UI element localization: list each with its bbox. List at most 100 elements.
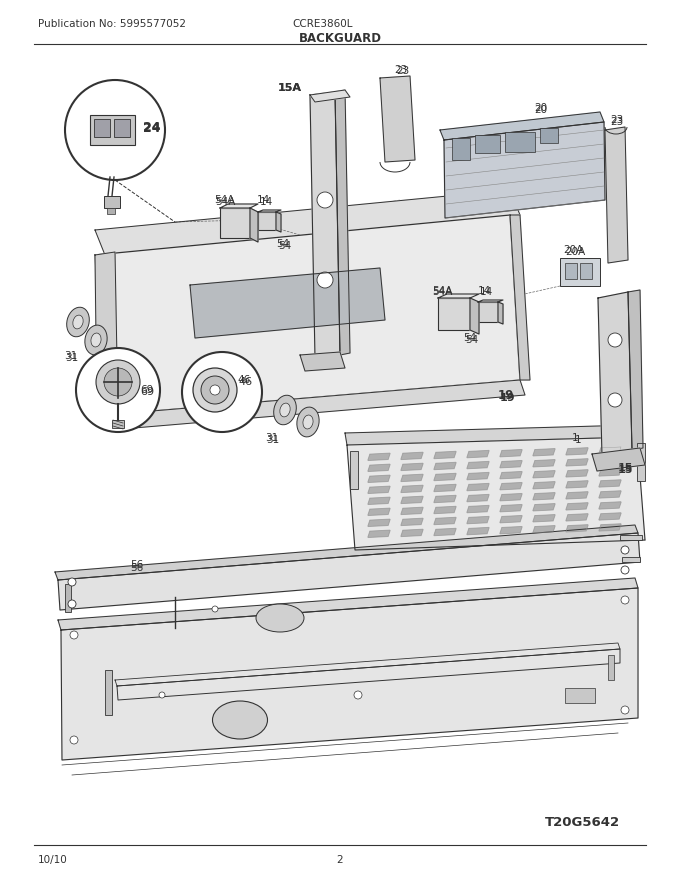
Polygon shape bbox=[115, 643, 620, 686]
Circle shape bbox=[68, 600, 76, 608]
Polygon shape bbox=[95, 215, 520, 415]
Polygon shape bbox=[105, 380, 525, 430]
Polygon shape bbox=[335, 90, 350, 355]
Text: 69: 69 bbox=[140, 387, 154, 397]
Circle shape bbox=[621, 596, 629, 604]
Bar bbox=[505, 132, 535, 152]
Circle shape bbox=[608, 333, 622, 347]
Polygon shape bbox=[58, 533, 640, 610]
Polygon shape bbox=[58, 578, 638, 630]
Circle shape bbox=[210, 385, 220, 395]
Text: 20A: 20A bbox=[563, 245, 583, 255]
Polygon shape bbox=[347, 437, 645, 550]
Circle shape bbox=[159, 692, 165, 698]
Circle shape bbox=[317, 192, 333, 208]
Text: 15: 15 bbox=[618, 465, 633, 475]
Text: 24: 24 bbox=[143, 121, 160, 134]
Bar bbox=[620, 535, 642, 540]
Ellipse shape bbox=[273, 395, 296, 425]
Text: 14: 14 bbox=[480, 287, 493, 297]
Polygon shape bbox=[368, 531, 390, 538]
Text: 10/10: 10/10 bbox=[38, 855, 68, 865]
Ellipse shape bbox=[280, 403, 290, 417]
Polygon shape bbox=[500, 482, 522, 489]
Text: 23: 23 bbox=[610, 115, 624, 125]
Bar bbox=[90, 115, 135, 145]
Polygon shape bbox=[599, 469, 621, 476]
Text: 54A: 54A bbox=[214, 195, 235, 205]
Ellipse shape bbox=[67, 307, 89, 337]
Text: 23: 23 bbox=[610, 117, 624, 127]
Bar bbox=[608, 655, 614, 680]
Bar bbox=[107, 208, 115, 214]
Polygon shape bbox=[533, 525, 555, 532]
Polygon shape bbox=[533, 459, 555, 466]
Text: 23: 23 bbox=[396, 66, 409, 76]
Polygon shape bbox=[467, 484, 489, 490]
Bar bbox=[94, 119, 110, 137]
Polygon shape bbox=[95, 190, 520, 255]
Polygon shape bbox=[190, 268, 385, 338]
Text: 56: 56 bbox=[130, 560, 143, 570]
Polygon shape bbox=[250, 208, 258, 242]
Polygon shape bbox=[401, 474, 423, 481]
Polygon shape bbox=[95, 255, 113, 415]
Ellipse shape bbox=[85, 325, 107, 355]
Polygon shape bbox=[533, 471, 555, 478]
Polygon shape bbox=[467, 473, 489, 480]
Text: 46: 46 bbox=[237, 375, 250, 385]
Circle shape bbox=[317, 272, 333, 288]
Polygon shape bbox=[368, 497, 390, 504]
Polygon shape bbox=[401, 486, 423, 493]
Polygon shape bbox=[566, 470, 588, 477]
Polygon shape bbox=[605, 127, 628, 263]
Bar bbox=[65, 584, 71, 612]
Text: 31: 31 bbox=[65, 353, 78, 363]
Circle shape bbox=[96, 360, 140, 404]
Polygon shape bbox=[444, 122, 605, 218]
Bar bbox=[560, 258, 600, 286]
Polygon shape bbox=[434, 485, 456, 492]
Polygon shape bbox=[380, 76, 415, 162]
Circle shape bbox=[212, 606, 218, 612]
Ellipse shape bbox=[256, 604, 304, 632]
Polygon shape bbox=[599, 502, 621, 509]
Bar bbox=[475, 135, 500, 153]
Circle shape bbox=[65, 80, 165, 180]
Text: 15A: 15A bbox=[278, 83, 302, 93]
Text: 14: 14 bbox=[257, 195, 270, 205]
Polygon shape bbox=[220, 204, 258, 208]
Polygon shape bbox=[500, 494, 522, 501]
Polygon shape bbox=[401, 508, 423, 515]
Text: 54: 54 bbox=[276, 239, 289, 249]
Polygon shape bbox=[368, 509, 390, 516]
Polygon shape bbox=[467, 462, 489, 468]
Bar bbox=[105, 670, 112, 715]
Polygon shape bbox=[467, 517, 489, 524]
Circle shape bbox=[621, 546, 629, 554]
Text: 19: 19 bbox=[498, 388, 514, 401]
Text: 14: 14 bbox=[478, 286, 491, 296]
Bar bbox=[565, 688, 595, 703]
Polygon shape bbox=[440, 112, 604, 140]
Polygon shape bbox=[566, 480, 588, 488]
Polygon shape bbox=[368, 453, 390, 460]
Polygon shape bbox=[467, 495, 489, 502]
Polygon shape bbox=[599, 491, 621, 498]
Text: 1: 1 bbox=[575, 435, 581, 445]
Text: 24: 24 bbox=[143, 121, 160, 135]
Polygon shape bbox=[566, 514, 588, 521]
Text: 20A: 20A bbox=[565, 247, 585, 257]
Polygon shape bbox=[566, 492, 588, 499]
Ellipse shape bbox=[303, 415, 313, 429]
Bar bbox=[350, 451, 358, 489]
Polygon shape bbox=[533, 449, 555, 456]
Polygon shape bbox=[310, 90, 350, 102]
Text: 19: 19 bbox=[500, 393, 515, 403]
Text: 54A: 54A bbox=[432, 286, 452, 296]
Polygon shape bbox=[401, 464, 423, 471]
Polygon shape bbox=[368, 487, 390, 494]
Text: 15: 15 bbox=[618, 463, 633, 473]
Text: 69: 69 bbox=[140, 385, 153, 395]
Polygon shape bbox=[401, 452, 423, 459]
